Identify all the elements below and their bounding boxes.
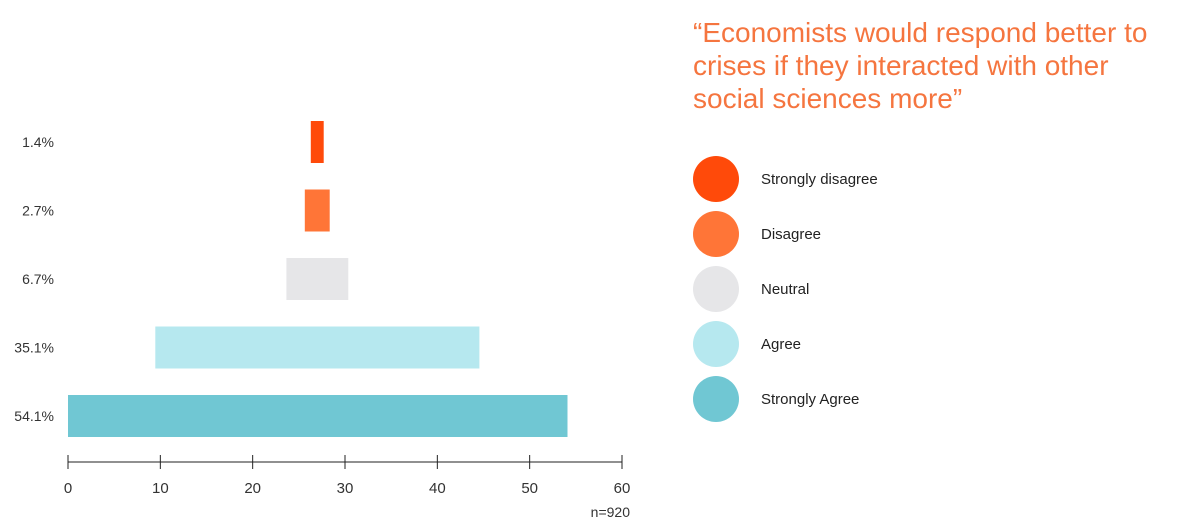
legend-swatch (693, 156, 739, 202)
legend-item: Strongly Agree (693, 376, 859, 422)
bars-group (68, 121, 568, 437)
legend-item: Agree (693, 321, 801, 367)
legend-label: Neutral (761, 280, 810, 298)
legend-label: Agree (761, 335, 802, 353)
x-tick-label: 10 (152, 480, 169, 497)
bar-agree (155, 326, 480, 369)
x-tick-label: 50 (521, 480, 538, 497)
x-tick-label: 40 (429, 480, 446, 497)
legend-item: Neutral (693, 266, 809, 312)
legend-swatch (693, 376, 739, 422)
bar-strongly-agree (68, 395, 568, 437)
x-tick-label: 30 (337, 480, 354, 497)
legend: “Economists would respond better to cris… (693, 16, 1173, 422)
x-tick-label: 60 (614, 480, 631, 497)
value-label: 2.7% (22, 203, 54, 219)
bar-neutral (286, 258, 349, 300)
bar-strongly-disagree (310, 121, 324, 163)
legend-label: Strongly disagree (761, 170, 878, 188)
value-label: 35.1% (14, 340, 54, 356)
chart-title: “Economists would respond better to cris… (693, 17, 1148, 114)
legend-swatch (693, 211, 739, 257)
bar-chart: 1.4% 2.7% 6.7% 35.1% 54.1% 0 10 20 30 40 50 60 n=9… (14, 121, 631, 520)
legend-label: Disagree (761, 225, 822, 243)
bar-disagree (304, 189, 330, 232)
legend-item: Strongly disagree (693, 156, 878, 202)
legend-label: Strongly Agree (761, 390, 860, 408)
x-tick-label: 20 (244, 480, 261, 497)
legend-swatch (693, 321, 739, 367)
value-label: 6.7% (22, 271, 54, 287)
value-label: 54.1% (14, 408, 54, 424)
x-axis: 0 10 20 30 40 50 60 (64, 455, 631, 497)
sample-size-note: n=920 (591, 504, 631, 520)
legend-swatch (693, 266, 739, 312)
value-label: 1.4% (22, 134, 54, 150)
category-labels: 1.4% 2.7% 6.7% 35.1% 54.1% (14, 134, 54, 424)
legend-item: Disagree (693, 211, 821, 257)
x-tick-label: 0 (64, 480, 72, 497)
